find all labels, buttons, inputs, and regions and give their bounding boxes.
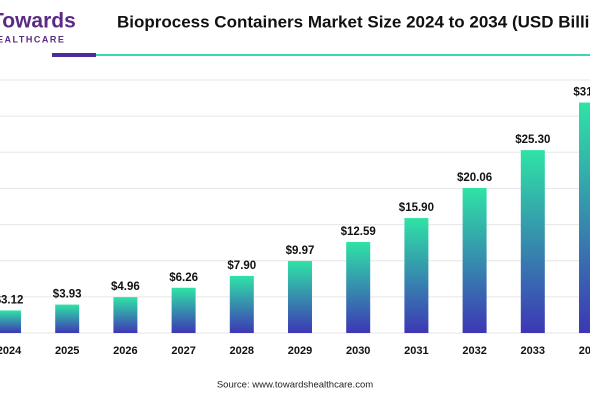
bar (346, 241, 371, 333)
x-tick-label: 2030 (346, 345, 370, 357)
header-accent (52, 53, 96, 57)
logo-name: Towards (0, 10, 76, 33)
logo-tagline: HEALTHCARE (0, 34, 65, 44)
bar (288, 260, 312, 333)
bar (55, 304, 80, 333)
value-label: $15.90 (399, 202, 434, 214)
x-tick-label: 2024 (0, 345, 22, 357)
bar (520, 150, 545, 333)
x-tick-label: 2033 (521, 345, 545, 357)
value-label: $9.97 (286, 245, 315, 257)
value-label: $31.88 (573, 87, 590, 99)
value-label: $25.30 (515, 134, 550, 146)
x-tick-label: 2032 (462, 345, 486, 357)
bar (0, 310, 21, 333)
value-label: $12.59 (341, 226, 376, 238)
chart-title: Bioprocess Containers Market Size 2024 t… (117, 12, 590, 31)
value-label: $6.26 (169, 272, 198, 284)
value-label: $20.06 (457, 172, 492, 184)
bar (404, 218, 429, 333)
value-label: $3.12 (0, 294, 23, 306)
value-label: $4.96 (111, 281, 140, 293)
bar (171, 287, 196, 333)
x-tick-label: 2028 (230, 345, 254, 357)
value-label: $3.93 (53, 289, 82, 301)
x-tick-label: 2027 (171, 345, 195, 357)
source: Source: www.towardshealthcare.com (217, 380, 373, 391)
x-tick-label: 2034 (579, 345, 590, 357)
bar (579, 102, 590, 333)
x-tick-label: 2031 (404, 345, 428, 357)
x-tick-label: 2029 (288, 345, 312, 357)
bar (113, 297, 138, 333)
value-label: $7.90 (227, 260, 256, 272)
header-rule (96, 54, 590, 56)
x-tick-label: 2025 (55, 345, 79, 357)
bar (462, 187, 487, 333)
x-tick-label: 2026 (113, 345, 137, 357)
bar (229, 275, 254, 333)
